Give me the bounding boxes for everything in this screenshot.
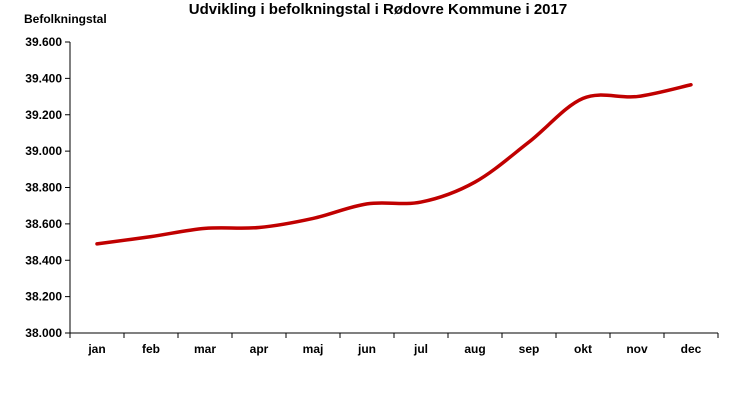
y-tick-label: 39.400 bbox=[25, 71, 62, 85]
x-tick-label: nov bbox=[626, 342, 648, 356]
x-tick-label: sep bbox=[519, 342, 540, 356]
x-tick-label: maj bbox=[303, 342, 324, 356]
y-tick-label: 38.800 bbox=[25, 181, 62, 195]
x-tick-label: aug bbox=[464, 342, 485, 356]
y-tick-label: 39.000 bbox=[25, 144, 62, 158]
y-tick-label: 38.200 bbox=[25, 290, 62, 304]
x-tick-label: jan bbox=[87, 342, 105, 356]
x-tick-label: feb bbox=[142, 342, 160, 356]
x-tick-label: jun bbox=[357, 342, 376, 356]
x-tick-label: apr bbox=[250, 342, 269, 356]
y-tick-label: 38.600 bbox=[25, 217, 62, 231]
series-line-0 bbox=[95, 82, 693, 246]
x-tick-label: okt bbox=[574, 342, 592, 356]
data-series bbox=[95, 82, 693, 246]
y-tick-label: 39.600 bbox=[25, 35, 62, 49]
y-axis-label: Befolkningstal bbox=[24, 12, 107, 26]
y-tick-label: 38.000 bbox=[25, 326, 62, 340]
y-tick-label: 39.200 bbox=[25, 108, 62, 122]
x-tick-label: mar bbox=[194, 342, 216, 356]
chart-title: Udvikling i befolkningstal i Rødovre Kom… bbox=[189, 1, 567, 18]
x-tick-labels: jan feb mar apr maj jun jul aug sep okt nov dec bbox=[87, 342, 701, 356]
x-tick-label: jul bbox=[413, 342, 428, 356]
axes bbox=[65, 41, 719, 338]
y-tick-label: 38.400 bbox=[25, 253, 62, 267]
x-tick-label: dec bbox=[681, 342, 702, 356]
y-tick-labels: 38.000 38.200 38.400 38.600 38.800 39.000 39.2… bbox=[25, 35, 62, 340]
